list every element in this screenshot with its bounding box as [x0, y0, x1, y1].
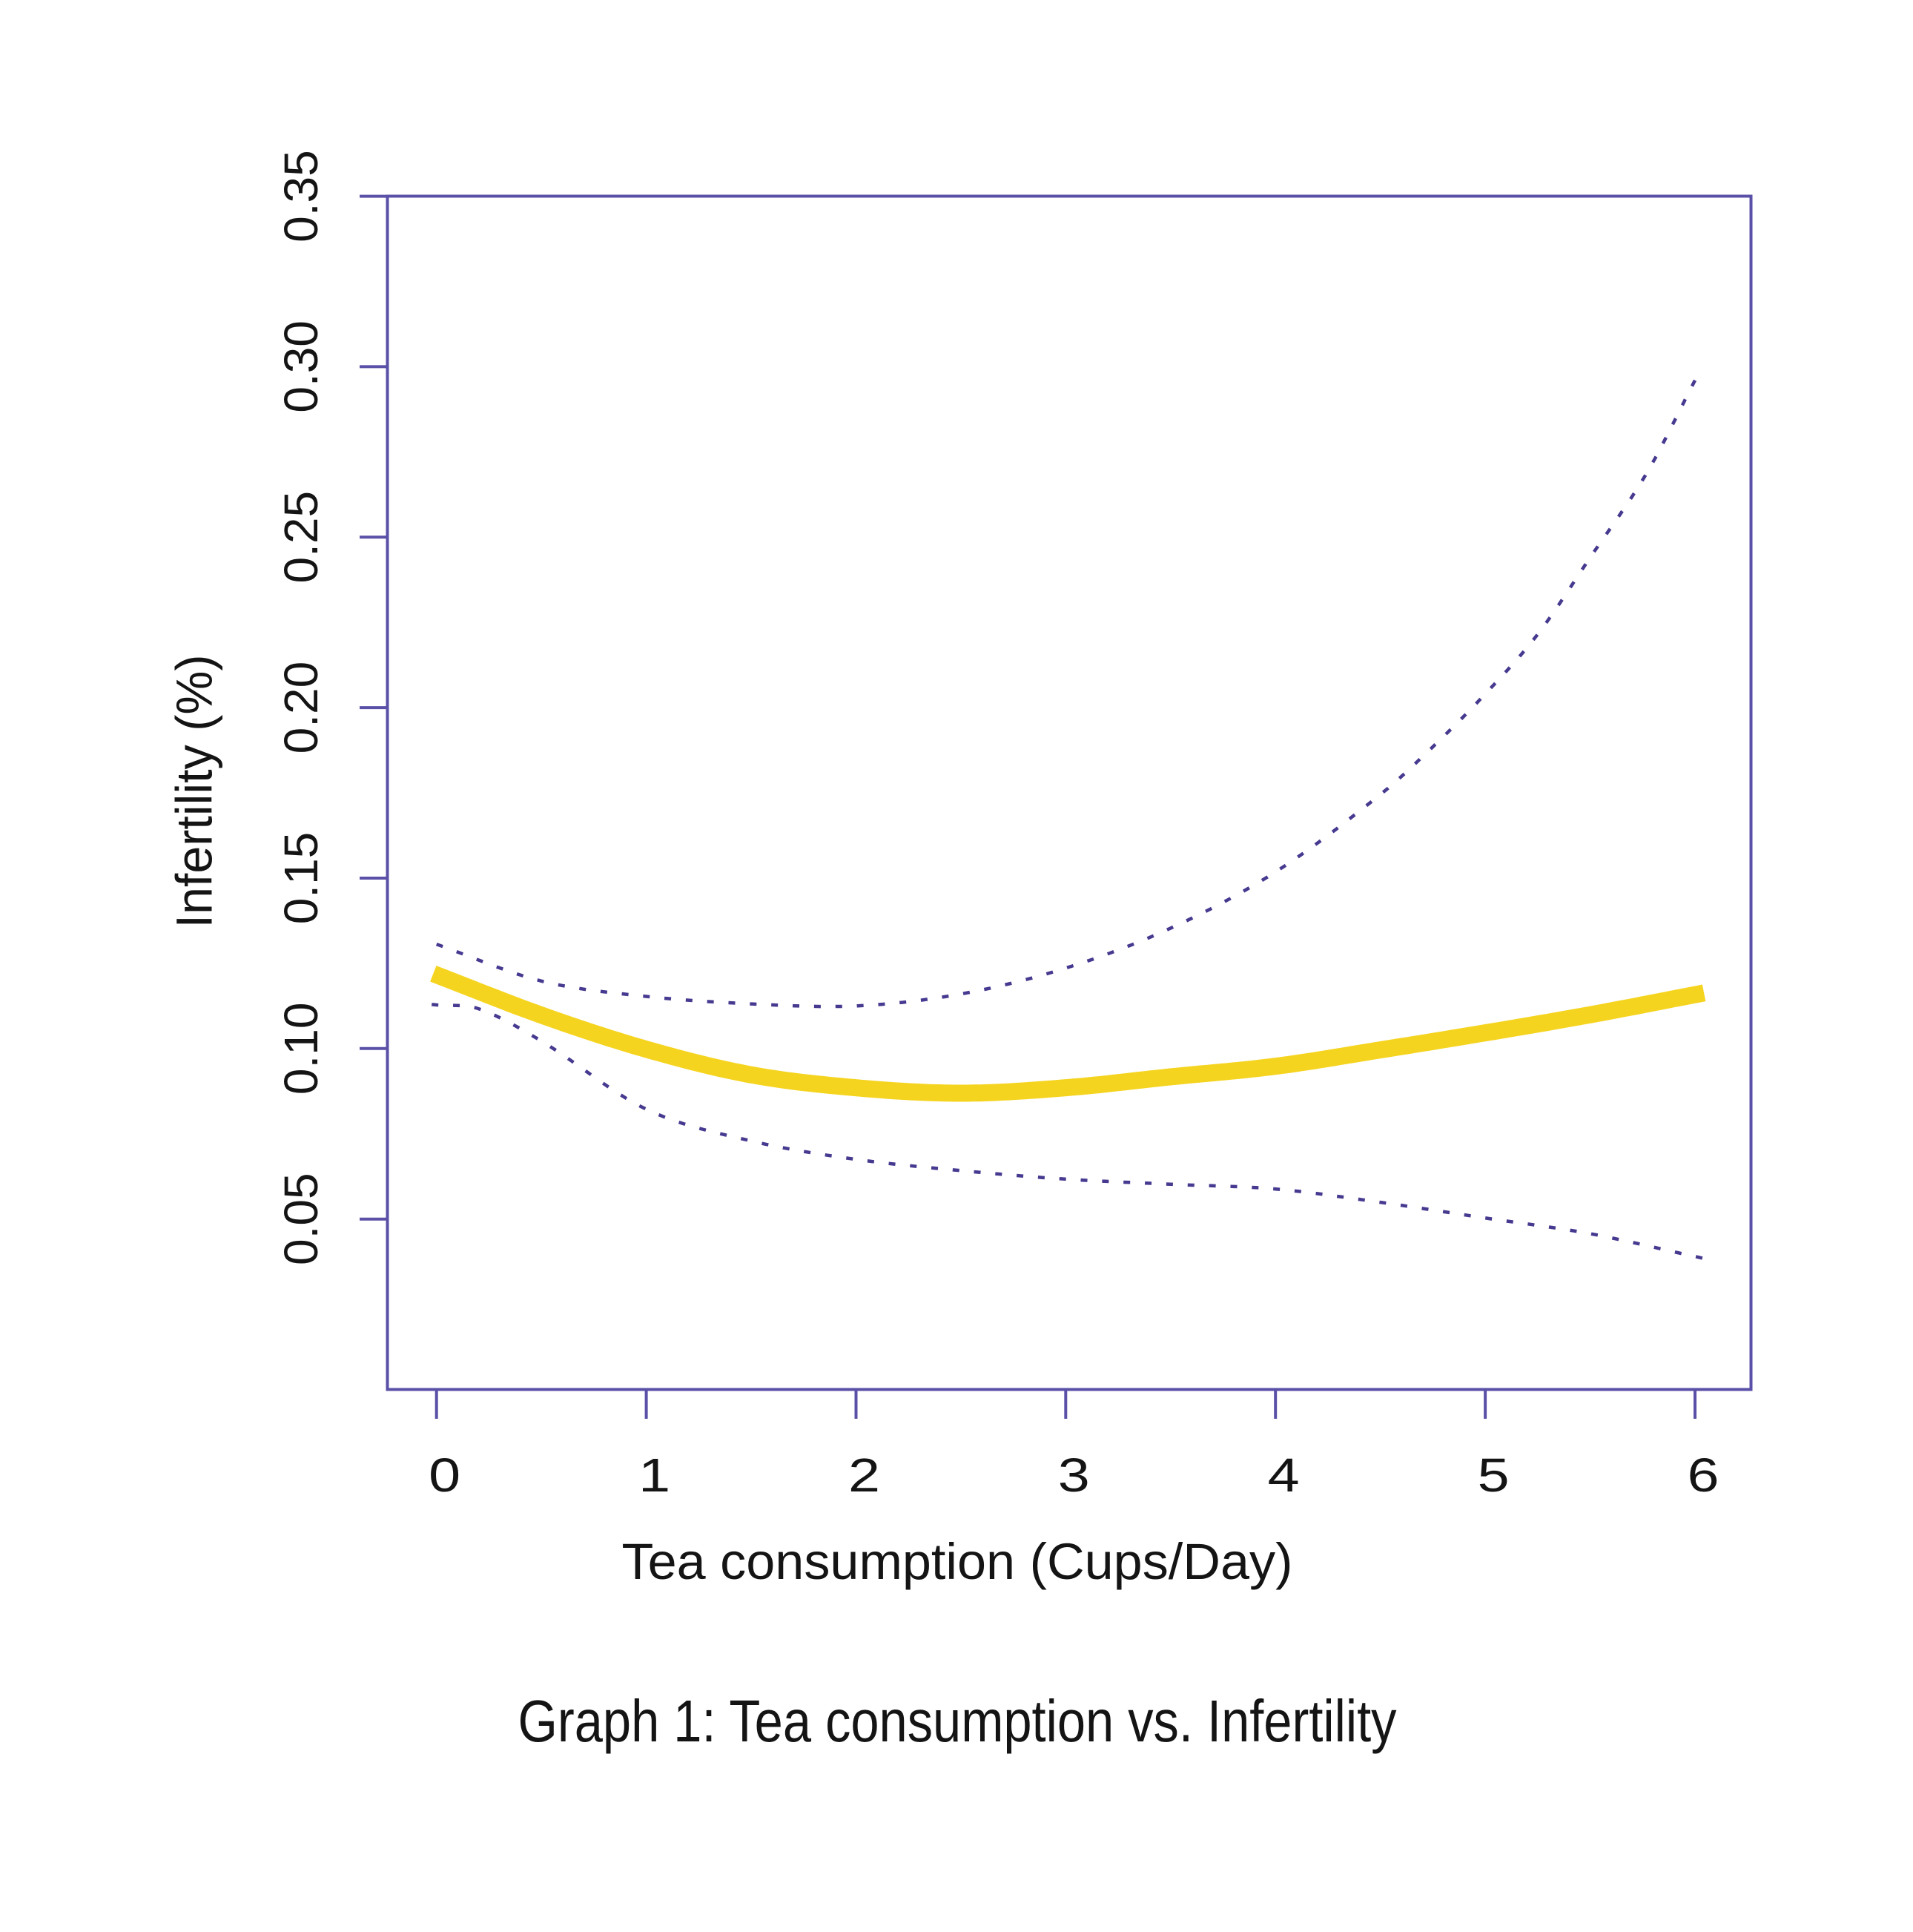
- svg-text:4: 4: [1268, 1448, 1300, 1502]
- svg-text:5: 5: [1478, 1448, 1510, 1502]
- svg-text:2: 2: [848, 1448, 880, 1502]
- svg-text:0.10: 0.10: [274, 1003, 328, 1095]
- svg-text:0.20: 0.20: [274, 662, 328, 754]
- svg-text:Tea consumption (Cups/Day): Tea consumption (Cups/Day): [622, 1533, 1293, 1590]
- svg-text:1: 1: [638, 1448, 670, 1502]
- svg-text:Infertility (%): Infertility (%): [166, 655, 223, 929]
- svg-text:0.35: 0.35: [274, 150, 328, 243]
- svg-text:0.05: 0.05: [274, 1173, 328, 1265]
- svg-text:Graph 1: Tea consumption vs. I: Graph 1: Tea consumption vs. Infertility: [518, 1688, 1397, 1754]
- svg-text:0.15: 0.15: [274, 832, 328, 925]
- svg-text:0: 0: [429, 1448, 460, 1502]
- svg-text:6: 6: [1688, 1448, 1719, 1502]
- svg-text:0.25: 0.25: [274, 491, 328, 584]
- svg-text:3: 3: [1058, 1448, 1090, 1502]
- svg-text:0.30: 0.30: [274, 320, 328, 413]
